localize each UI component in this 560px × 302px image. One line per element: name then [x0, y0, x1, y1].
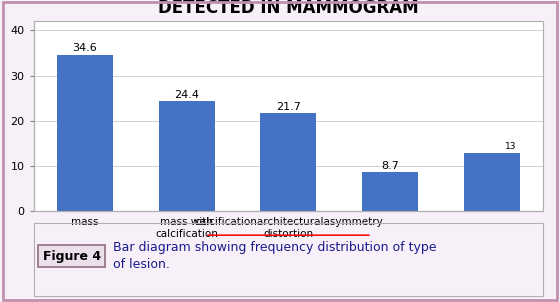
Bar	[260, 113, 316, 211]
Text: Bar diagram showing frequency distribution of type
of lesion.: Bar diagram showing frequency distributi…	[113, 241, 436, 271]
Text: Figure 4: Figure 4	[43, 249, 101, 263]
Text: 13: 13	[505, 142, 516, 151]
Title: SPECTRUM OF ABNORMALITIES
DETECTED IN MAMMOGRAM: SPECTRUM OF ABNORMALITIES DETECTED IN MA…	[142, 0, 435, 17]
Text: 34.6: 34.6	[72, 43, 97, 53]
Bar	[464, 153, 520, 211]
Bar	[362, 172, 418, 211]
Text: 8.7: 8.7	[381, 161, 399, 171]
Bar	[57, 55, 113, 211]
Bar	[158, 101, 214, 211]
Text: 21.7: 21.7	[276, 102, 301, 112]
Text: 24.4: 24.4	[174, 89, 199, 100]
